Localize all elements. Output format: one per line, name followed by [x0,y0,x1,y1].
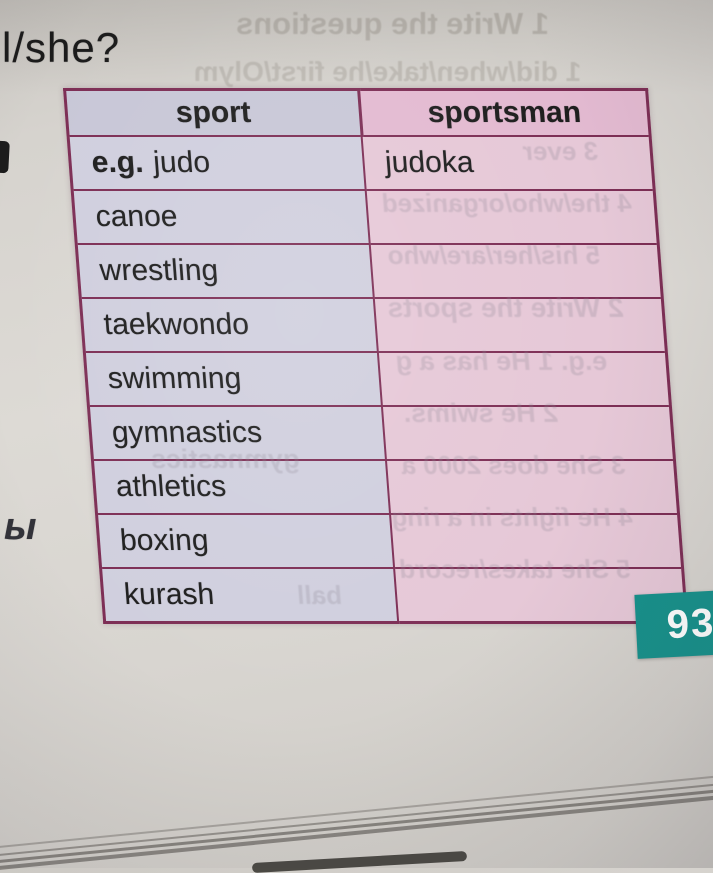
bleed-through-text: 1 Write the questions [236,6,549,41]
sportsman-blank-cell [366,190,659,244]
table-row: athletics [92,460,679,514]
sport-cell: kurash [100,568,399,623]
table-row: boxing [96,514,683,568]
sportsman-blank-cell [382,406,675,460]
table-row: swimming [84,352,671,406]
sportsman-blank-cell [374,298,667,352]
sport-cell: wrestling [76,244,375,298]
table-row: kurash [100,568,687,623]
sport-cell: gymnastics [88,406,387,460]
sportsman-blank-cell [370,244,663,298]
page-edge-line [0,784,713,864]
sports-table: sport sportsman e.g. judo judoka canoe wr… [63,88,688,624]
page-edge-line [0,778,713,857]
sport-value: judo [152,146,212,179]
sport-cell: canoe [72,190,371,244]
header-sport: sport [64,89,363,136]
cut-off-character-mark [0,140,10,174]
table-row: wrestling [76,244,663,298]
sportsman-blank-cell [390,514,683,568]
sport-cell: swimming [84,352,383,406]
page-number-badge: 93 [634,589,713,659]
table-row: taekwondo [80,298,667,352]
sportsman-cell: judoka [362,136,655,190]
page-edge-shadow [251,851,468,873]
margin-cyrillic-letter: ы [4,506,37,548]
header-sportsman: sportsman [358,89,651,136]
sportsman-blank-cell [386,460,679,514]
table-row: canoe [72,190,659,244]
sportsman-blank-cell [378,352,671,406]
table-row: e.g. judo judoka [68,136,655,190]
sport-cell: athletics [92,460,391,514]
example-label: e.g. [90,146,145,179]
table-row: gymnastics [88,406,675,460]
sport-cell: e.g. judo [68,136,367,190]
bleed-through-text: 1 did/when/take/he first/Olym [193,56,582,87]
page-number: 93 [665,600,713,647]
sport-cell: boxing [96,514,395,568]
sport-cell: taekwondo [80,298,379,352]
page-heading-fragment: l/she? [2,24,121,71]
table-header-row: sport sportsman [64,89,651,136]
